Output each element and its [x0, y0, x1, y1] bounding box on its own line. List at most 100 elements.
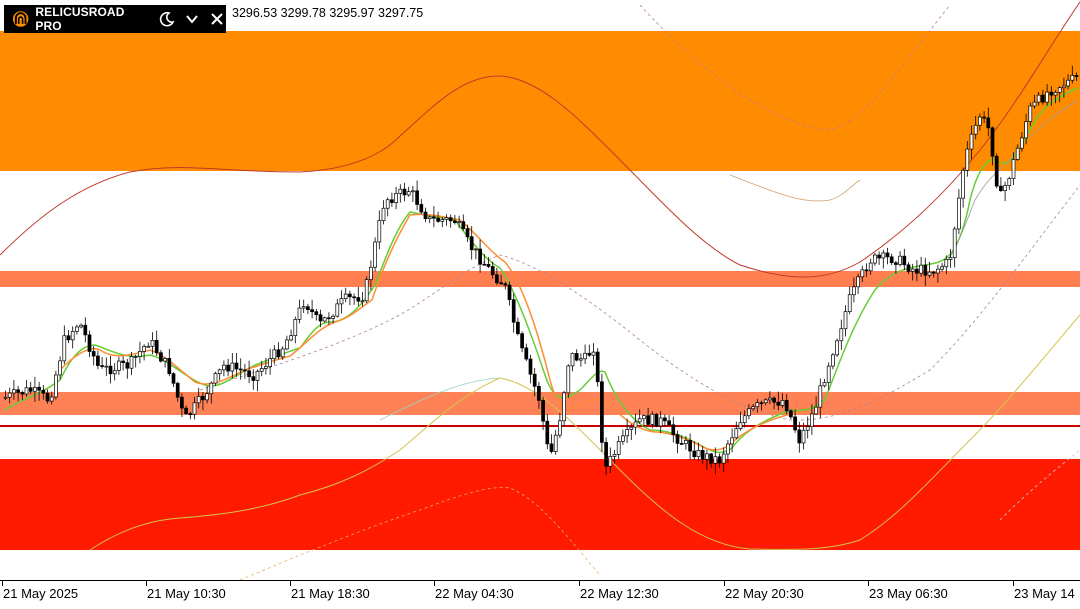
candle [398, 184, 403, 203]
candle [566, 364, 571, 398]
candle [54, 370, 58, 400]
candle [1011, 152, 1016, 186]
candle [453, 214, 457, 225]
candle [562, 390, 566, 427]
candle [352, 293, 356, 305]
candle [33, 376, 37, 403]
candle [789, 409, 793, 420]
candle [79, 323, 83, 329]
candle [482, 254, 487, 266]
candle [839, 319, 844, 350]
candle [369, 260, 373, 291]
candle [83, 317, 88, 343]
brand-title: RELICUSROAD PRO [35, 5, 125, 33]
time-label: 22 May 04:30 [435, 586, 514, 601]
candle [864, 263, 869, 277]
candle [201, 391, 205, 411]
candle [852, 277, 856, 303]
candle [146, 342, 151, 348]
candle [898, 250, 902, 267]
candle [650, 411, 655, 429]
candle [16, 385, 20, 402]
candle [205, 386, 209, 404]
candle [889, 253, 894, 266]
candle [688, 433, 692, 460]
candle [251, 369, 256, 390]
candle [28, 381, 33, 395]
candle [625, 418, 629, 444]
candle [1049, 86, 1054, 106]
candle [826, 362, 831, 391]
candle [285, 335, 289, 351]
candle [931, 270, 936, 278]
candle [511, 293, 516, 333]
candle [919, 256, 923, 277]
candle [318, 309, 323, 328]
candle [751, 404, 755, 412]
candle [448, 214, 453, 228]
close-icon[interactable] [209, 10, 226, 28]
candle [289, 329, 293, 342]
candle [910, 263, 915, 281]
candle [944, 255, 949, 275]
time-axis[interactable]: 21 May 2025 21 May 10:30 21 May 18:30 22… [0, 580, 1080, 609]
candle [272, 345, 277, 365]
candle [591, 343, 596, 366]
time-label: 23 May 06:30 [869, 586, 948, 601]
candle [583, 344, 587, 365]
candle [490, 261, 495, 279]
candle [982, 111, 986, 124]
candle [402, 182, 407, 202]
candle [427, 215, 432, 224]
candle [268, 348, 272, 375]
candle [805, 416, 810, 439]
candle [339, 290, 344, 314]
candle [990, 126, 995, 166]
candle [902, 248, 907, 271]
candle [671, 416, 676, 443]
candle [814, 396, 818, 416]
support-line [0, 425, 1080, 427]
candle [184, 405, 188, 415]
candle [230, 353, 235, 379]
candle [763, 398, 768, 406]
candlestick-series [3, 65, 1079, 476]
candle [222, 360, 226, 377]
candle [860, 265, 865, 283]
candle [726, 439, 730, 464]
candle [142, 344, 146, 361]
candle [20, 390, 25, 401]
moon-icon[interactable] [158, 10, 175, 28]
candle [595, 348, 600, 387]
lower-dashed-band-2 [999, 449, 1080, 521]
candle [499, 274, 503, 285]
candle [70, 326, 75, 349]
candle [906, 262, 911, 275]
indicator-lines [0, 1, 1080, 580]
candle [188, 411, 193, 420]
candle [574, 349, 579, 362]
candle [356, 287, 361, 307]
candle [1003, 181, 1007, 202]
candle [793, 409, 797, 433]
candle [999, 177, 1003, 192]
candle [608, 447, 613, 474]
candle [587, 344, 592, 358]
candle [545, 414, 550, 450]
price-chart[interactable]: RELICUSROAD PRO 3296.53 3299.78 3295.97 … [0, 0, 1080, 580]
candle [1041, 89, 1045, 105]
chevron-down-icon[interactable] [183, 10, 200, 28]
candle [301, 299, 306, 313]
candle [87, 330, 92, 357]
candle [327, 312, 331, 326]
indicator-toolbar: RELICUSROAD PRO [4, 5, 226, 33]
candle [768, 391, 772, 405]
candle [209, 381, 214, 404]
candle [1007, 176, 1012, 190]
candle [822, 378, 827, 388]
candle [385, 197, 390, 217]
upper-dashed-band [639, 4, 951, 131]
candle [759, 400, 764, 411]
candle [192, 397, 197, 420]
candle [394, 186, 398, 210]
